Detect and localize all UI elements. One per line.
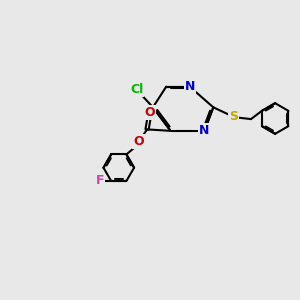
Text: N: N <box>199 124 210 137</box>
Text: S: S <box>229 110 238 123</box>
Text: Cl: Cl <box>130 83 143 96</box>
Text: O: O <box>145 106 155 119</box>
Text: O: O <box>134 135 144 148</box>
Text: N: N <box>184 80 195 93</box>
Text: F: F <box>96 174 104 188</box>
